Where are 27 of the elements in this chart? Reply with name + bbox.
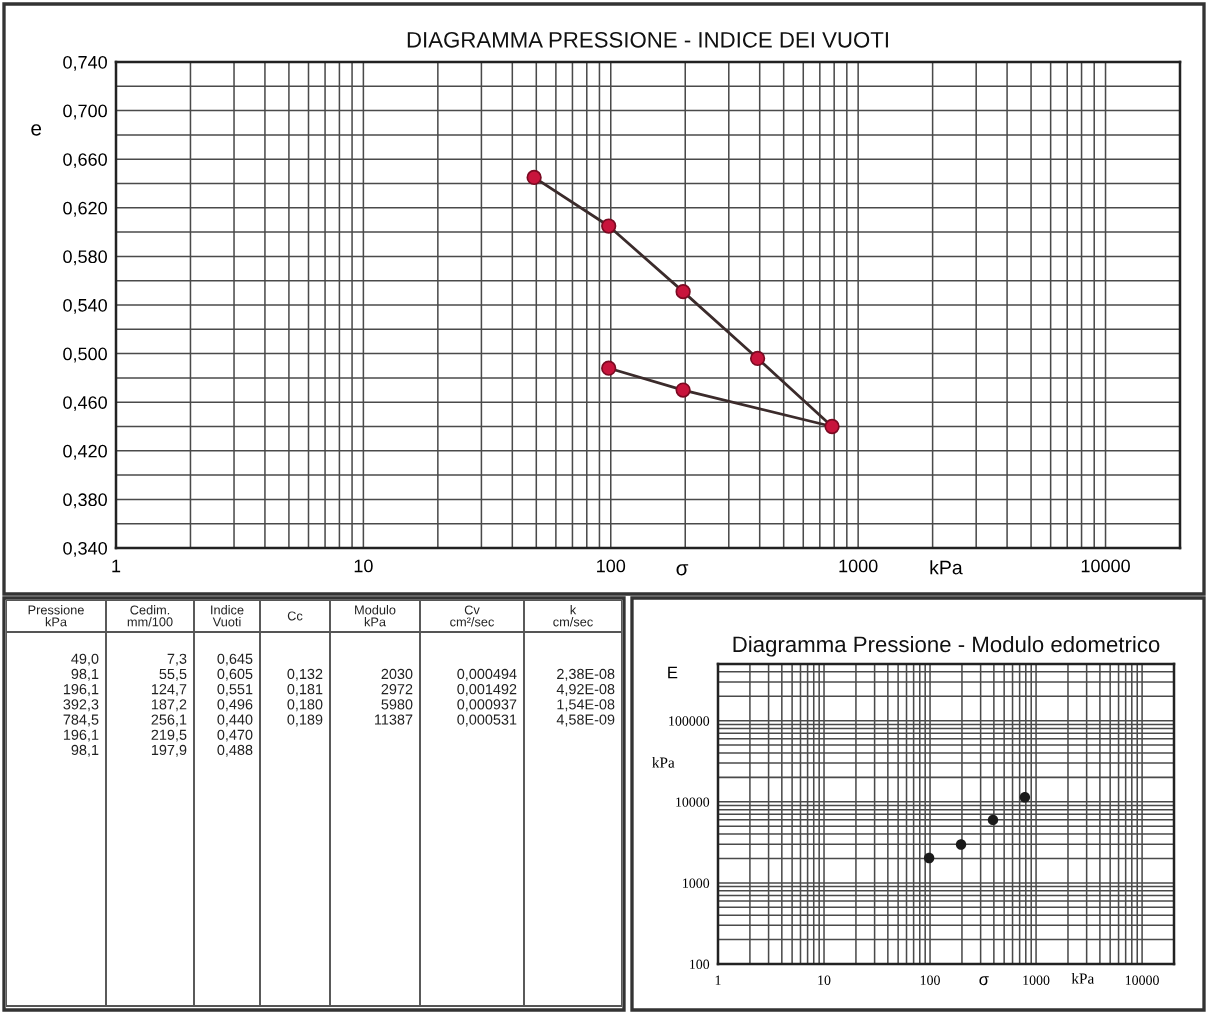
y-tick-label: 0,460: [63, 396, 107, 412]
x-tick-label: 1: [112, 559, 121, 573]
text: kPa: [930, 560, 963, 575]
point: [1019, 792, 1031, 803]
y-tick-label: 0,540: [63, 298, 107, 314]
y-tick-label: 0,700: [63, 104, 107, 120]
y-tick-label: 0,580: [63, 250, 107, 266]
x-tick-label: 100: [597, 559, 626, 573]
point: [987, 814, 999, 826]
y-tick-label: 0,340: [63, 541, 107, 557]
y-tick-label: 0,740: [63, 55, 107, 71]
y-tick-label: 0,660: [63, 153, 107, 169]
x-tick-label: 10000: [1081, 559, 1130, 573]
point: [923, 852, 935, 864]
chart-title: DIAGRAMMA PRESSIONE - INDICE DEI VUOTI: [407, 31, 888, 48]
y-tick-label: 0,380: [63, 493, 107, 509]
y-tick-label: 0,420: [63, 444, 107, 460]
point: [955, 839, 967, 850]
y-axis-title: e: [31, 124, 42, 136]
y-tick-label: 0,500: [63, 347, 107, 363]
x-tick-label: 10: [354, 559, 373, 573]
x-axis-title: σ: [979, 976, 989, 986]
y-tick-label: 0,620: [63, 201, 107, 217]
x-axis-title: σ: [676, 564, 689, 576]
x-tick-label: 1000: [839, 559, 878, 573]
chart-title: Diagramma Pressione - Modulo edometrico: [733, 635, 1160, 657]
y-axis-title: E: [668, 666, 678, 679]
